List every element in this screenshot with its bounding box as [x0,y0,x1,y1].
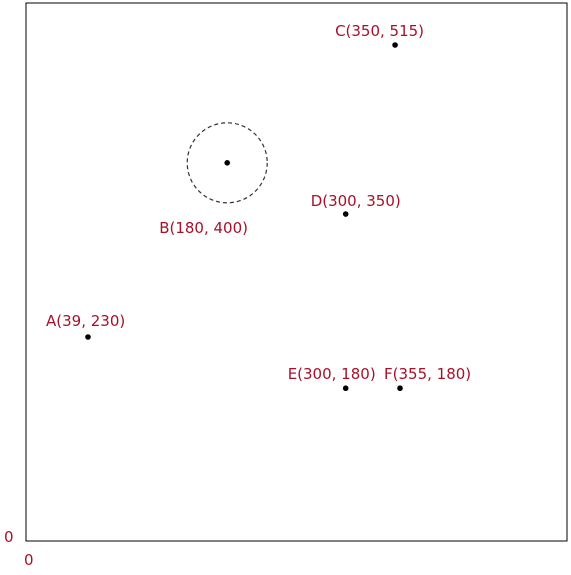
point-e [342,385,349,392]
point-d [342,211,349,217]
point-label-b: B(180, 400) [159,219,248,237]
point-c [392,42,398,48]
point-label-f: F(355, 180) [384,365,471,383]
points-layer: C(350, 515) B(180, 400) D(300, 350) A(39, 2… [46,22,471,392]
point-b [224,160,231,166]
x-origin-label: 0 [24,551,34,569]
point-label-e: E(300, 180) [288,365,376,383]
highlight-circle-b [186,122,268,204]
plot-frame [25,2,568,542]
point-label-d: D(300, 350) [311,192,401,210]
point-a [85,334,91,340]
point-label-c: C(350, 515) [335,22,424,40]
point-f [397,385,403,392]
point-label-a: A(39, 230) [46,312,125,330]
y-origin-label: 0 [4,528,14,546]
